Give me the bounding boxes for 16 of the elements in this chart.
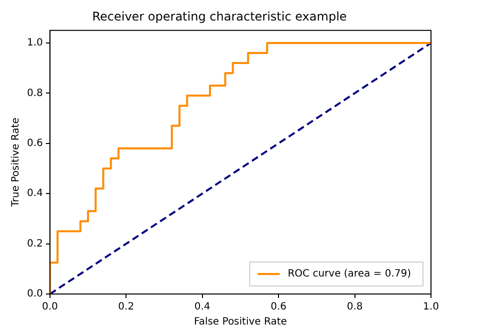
- y-tick-label: 0.6: [26, 138, 43, 149]
- y-axis-title: True Positive Rate: [10, 118, 22, 208]
- x-tick-label: 0.0: [42, 302, 58, 313]
- y-tick-label: 0.8: [26, 88, 43, 99]
- x-tick-label: 1.0: [423, 302, 439, 313]
- x-axis-title: False Positive Rate: [194, 316, 287, 328]
- y-tick-label: 0.0: [26, 288, 43, 300]
- x-tick-label: 0.6: [270, 302, 287, 313]
- x-tick-label: 0.8: [346, 302, 363, 313]
- y-tick-label: 1.0: [26, 38, 43, 49]
- x-tick-label: 0.2: [118, 302, 134, 313]
- legend-label: ROC curve (area = 0.79): [288, 268, 412, 280]
- y-tick-label: 0.2: [26, 238, 43, 250]
- y-tick-label: 0.4: [26, 188, 43, 200]
- x-tick-label: 0.4: [194, 302, 210, 313]
- chart-title: Receiver operating characteristic example: [92, 9, 347, 24]
